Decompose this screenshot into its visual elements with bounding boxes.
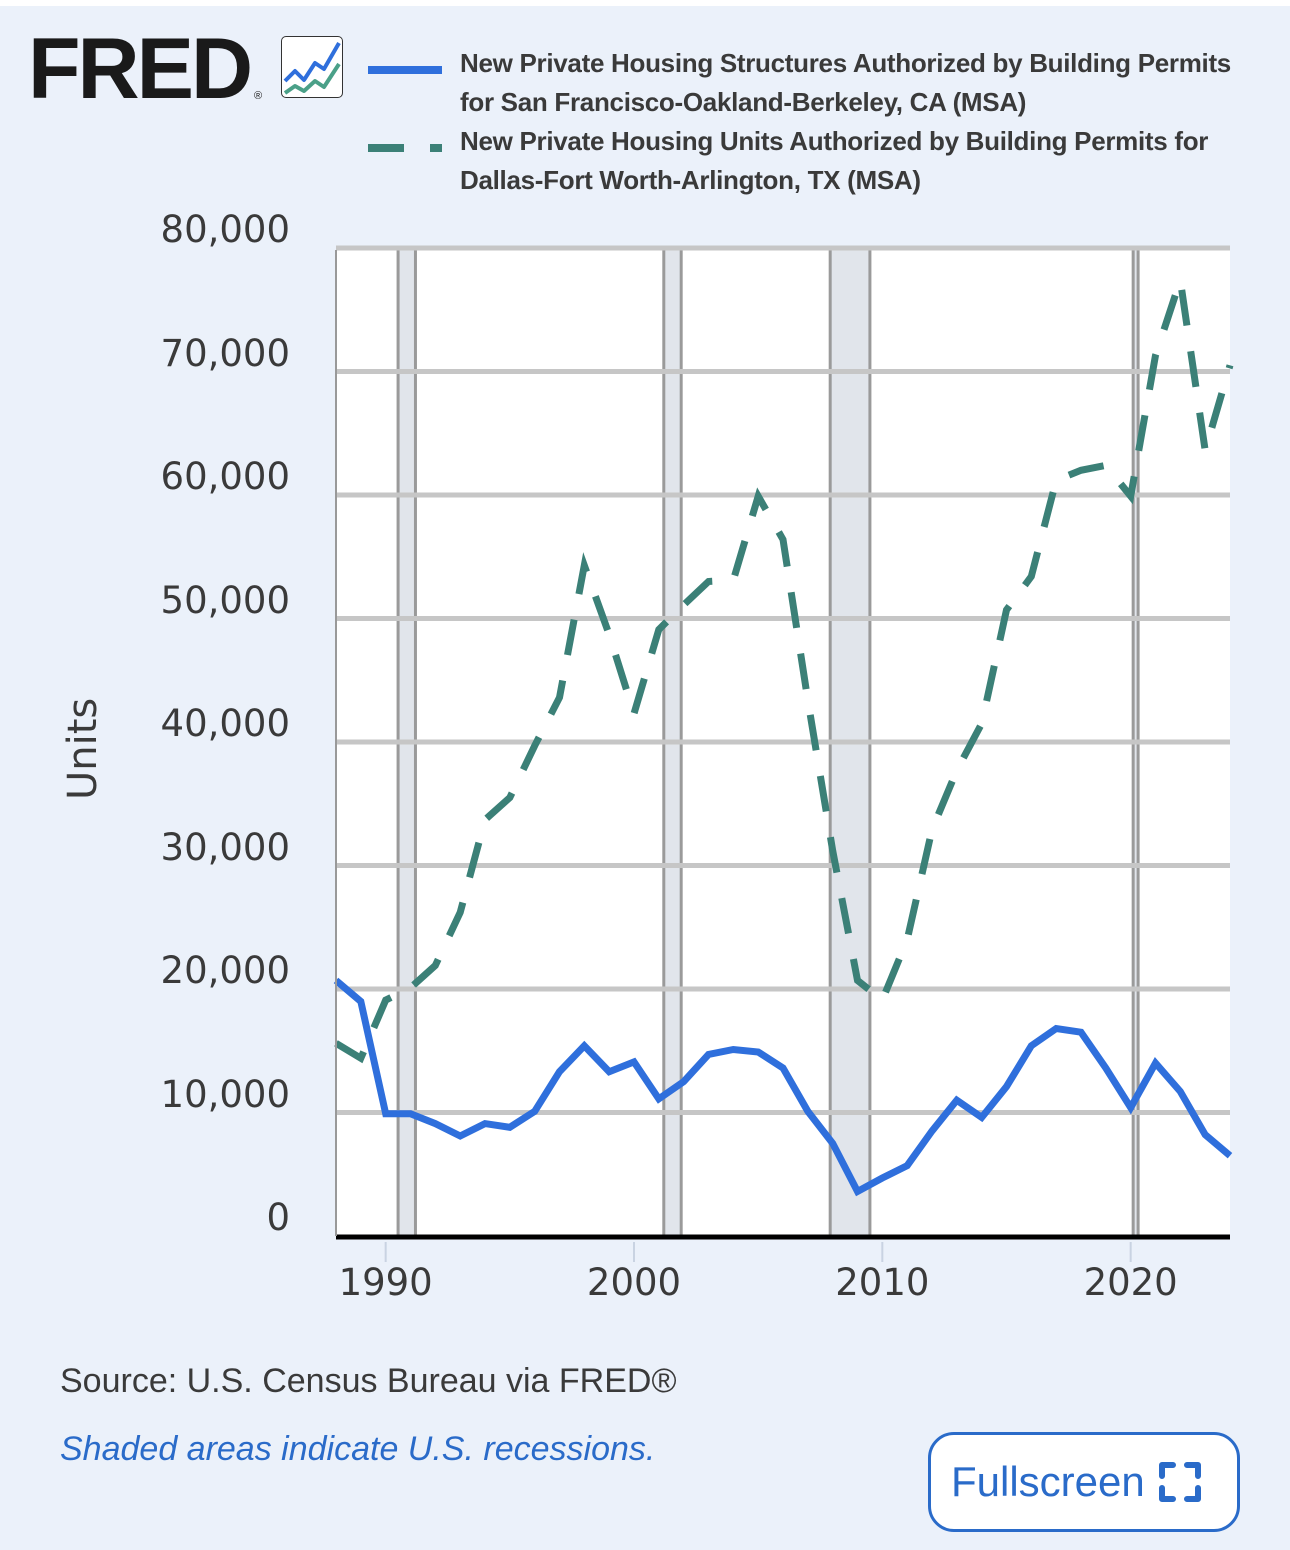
legend-swatch-solid-icon	[368, 66, 442, 74]
series-line-dallas[interactable]	[334, 279, 1234, 1064]
fullscreen-button[interactable]: Fullscreen	[928, 1432, 1240, 1532]
fullscreen-corners-icon	[1158, 1462, 1201, 1502]
y-tick-label: 60,000	[160, 455, 290, 498]
recession-note[interactable]: Shaded areas indicate U.S. recessions.	[60, 1430, 656, 1468]
legend-item-dallas[interactable]: New Private Housing Units Authorized by …	[368, 122, 1268, 200]
y-tick-label: 20,000	[160, 949, 290, 992]
chart-plot[interactable]	[0, 0, 1290, 1300]
x-tick-label: 2000	[586, 1261, 682, 1304]
fred-logo-text: FRED	[28, 21, 253, 117]
legend-label-sf: New Private Housing Structures Authorize…	[460, 48, 1231, 117]
legend-item-sf[interactable]: New Private Housing Structures Authorize…	[368, 44, 1268, 122]
chart-legend: New Private Housing Structures Authorize…	[368, 44, 1268, 200]
y-tick-label: 80,000	[160, 208, 290, 251]
x-tick-label: 1990	[338, 1261, 433, 1304]
fred-chart-logo-icon	[281, 36, 343, 98]
source-note: Source: U.S. Census Bureau via FRED®	[60, 1362, 677, 1400]
registered-mark: ®	[254, 90, 263, 102]
x-tick-label: 2020	[1083, 1261, 1178, 1304]
y-tick-label: 70,000	[160, 331, 290, 375]
x-tick-label: 2010	[835, 1261, 930, 1304]
y-tick-label: 0	[266, 1196, 290, 1239]
y-tick-label: 40,000	[160, 702, 290, 745]
legend-label-dallas: New Private Housing Units Authorized by …	[460, 126, 1209, 195]
y-tick-label: 10,000	[160, 1072, 290, 1116]
legend-swatch-dashed-icon	[368, 144, 442, 152]
fullscreen-label: Fullscreen	[951, 1458, 1145, 1505]
grid-lines	[336, 245, 1230, 1115]
series-lines	[333, 279, 1234, 1197]
y-tick-label: 50,000	[160, 578, 290, 622]
series-line-sf[interactable]	[333, 977, 1233, 1197]
y-tick-label: 30,000	[160, 825, 290, 869]
fred-logo[interactable]: FRED ®	[28, 26, 348, 112]
top-border	[0, 0, 1290, 6]
